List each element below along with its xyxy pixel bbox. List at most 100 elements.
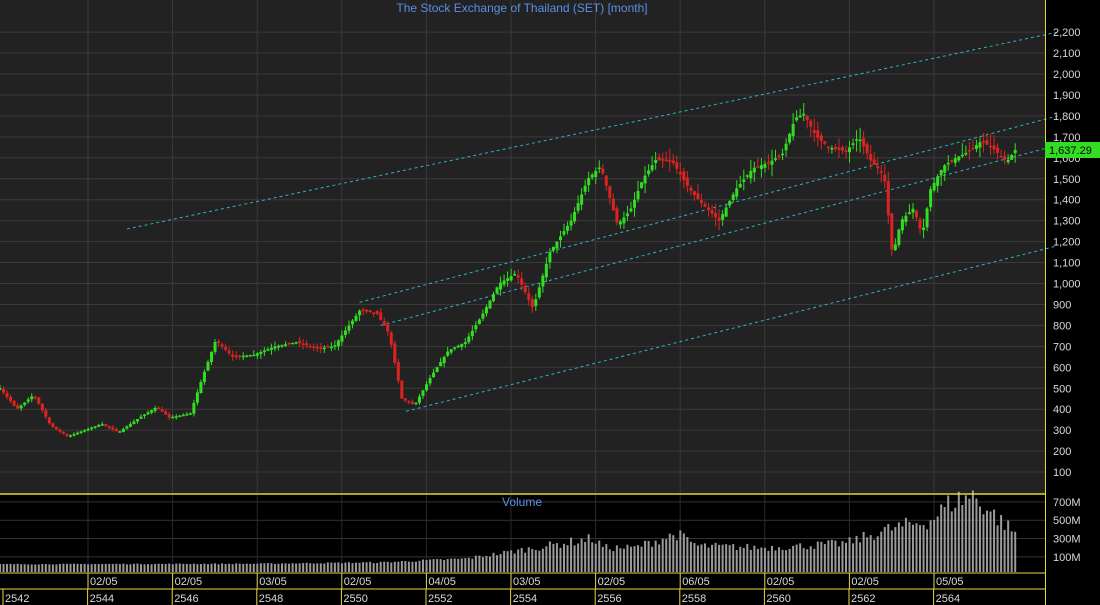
volume-bar: [214, 563, 217, 572]
volume-tick-label: 700M: [1053, 497, 1081, 509]
candle-up: [210, 351, 213, 362]
candle-up: [280, 344, 284, 347]
candle-down: [217, 341, 221, 343]
volume-bar: [365, 562, 368, 572]
volume-bar: [83, 563, 86, 572]
volume-bar: [122, 563, 125, 572]
volume-bar: [171, 564, 174, 572]
volume-bar: [157, 563, 160, 572]
candle-up: [759, 165, 763, 169]
candle-up: [23, 402, 27, 405]
price-tick-label: 600: [1053, 362, 1071, 374]
candle-up: [150, 410, 154, 413]
volume-bar: [175, 563, 178, 572]
candle-down: [890, 213, 894, 250]
price-tick-label: 1,900: [1053, 90, 1081, 102]
volume-bar: [298, 563, 301, 572]
volume-bar: [358, 562, 361, 572]
volume-bar: [221, 563, 224, 572]
candle-down: [981, 141, 985, 143]
candle-down: [664, 159, 668, 162]
volume-bar: [799, 543, 802, 572]
volume-bar: [383, 561, 386, 572]
candle-up: [202, 371, 206, 382]
volume-bar: [270, 563, 273, 572]
volume-bar: [203, 563, 206, 572]
volume-bar: [541, 548, 544, 572]
price-tick-label: 1,300: [1053, 216, 1081, 228]
candle-down: [224, 347, 228, 350]
candle-up: [848, 147, 852, 153]
trend-channel-line: [405, 245, 1058, 412]
candle-up: [851, 143, 855, 145]
price-tick-label: 200: [1053, 446, 1071, 458]
candle-up: [453, 347, 457, 349]
candle-down: [657, 156, 661, 161]
volume-bar: [1000, 515, 1003, 572]
candle-down: [685, 177, 689, 186]
candle-down: [312, 346, 316, 348]
volume-bar: [51, 564, 54, 572]
candle-down: [809, 120, 813, 127]
candle-up: [900, 219, 904, 231]
volume-bar: [337, 562, 340, 572]
candle-up: [590, 174, 594, 178]
volume-bar: [136, 563, 139, 572]
last-price-label: 1,637.29: [1049, 145, 1092, 157]
volume-bar: [816, 541, 819, 572]
candle-down: [985, 139, 989, 145]
candle-down: [777, 155, 781, 158]
candle-down: [865, 143, 869, 154]
candle-down: [167, 414, 171, 418]
candle-down: [400, 380, 404, 399]
volume-title: Volume: [502, 495, 542, 509]
volume-bar: [986, 510, 988, 572]
price-tick-label: 1,500: [1053, 174, 1081, 186]
volume-bar: [675, 540, 678, 572]
volume-bar: [443, 560, 446, 572]
candle-up: [181, 414, 185, 417]
candle-up: [86, 428, 90, 431]
volume-bar: [309, 563, 312, 572]
volume-bar: [633, 546, 636, 572]
volume-bar: [58, 563, 61, 572]
volume-bar: [80, 563, 83, 572]
candle-up: [774, 158, 777, 160]
candle-down: [915, 210, 918, 218]
volume-bar: [376, 562, 379, 572]
candle-up: [248, 355, 252, 357]
price-tick-label: 700: [1053, 341, 1071, 353]
candle-up: [488, 300, 492, 309]
volume-bar: [87, 564, 90, 572]
volume-bar: [185, 563, 188, 572]
price-panel[interactable]: [0, 0, 1045, 493]
volume-bar: [439, 559, 442, 572]
candle-up: [245, 355, 249, 358]
volume-bars: [0, 490, 1017, 572]
candle-up: [618, 221, 622, 225]
candle-up: [534, 299, 538, 306]
volume-bar: [911, 524, 914, 572]
volume-bar: [393, 561, 396, 572]
candle-up: [587, 178, 591, 186]
volume-bar: [527, 547, 530, 572]
volume-bar: [6, 563, 9, 572]
trend-channel-line: [126, 31, 1058, 230]
volume-bar: [520, 547, 523, 572]
candle-up: [633, 199, 636, 208]
volume-bar: [178, 563, 181, 572]
candle-down: [819, 135, 823, 141]
candle-up: [69, 435, 72, 437]
candle-down: [164, 411, 168, 415]
candle-down: [298, 340, 302, 344]
candle-up: [502, 280, 506, 285]
volume-bar: [436, 559, 439, 572]
volume-bar: [425, 559, 428, 572]
candle-up: [477, 319, 481, 325]
candle-up: [269, 347, 273, 350]
candle-down: [717, 217, 721, 221]
volume-bar: [496, 555, 499, 572]
volume-bar: [813, 548, 816, 572]
volume-bar: [852, 543, 855, 572]
